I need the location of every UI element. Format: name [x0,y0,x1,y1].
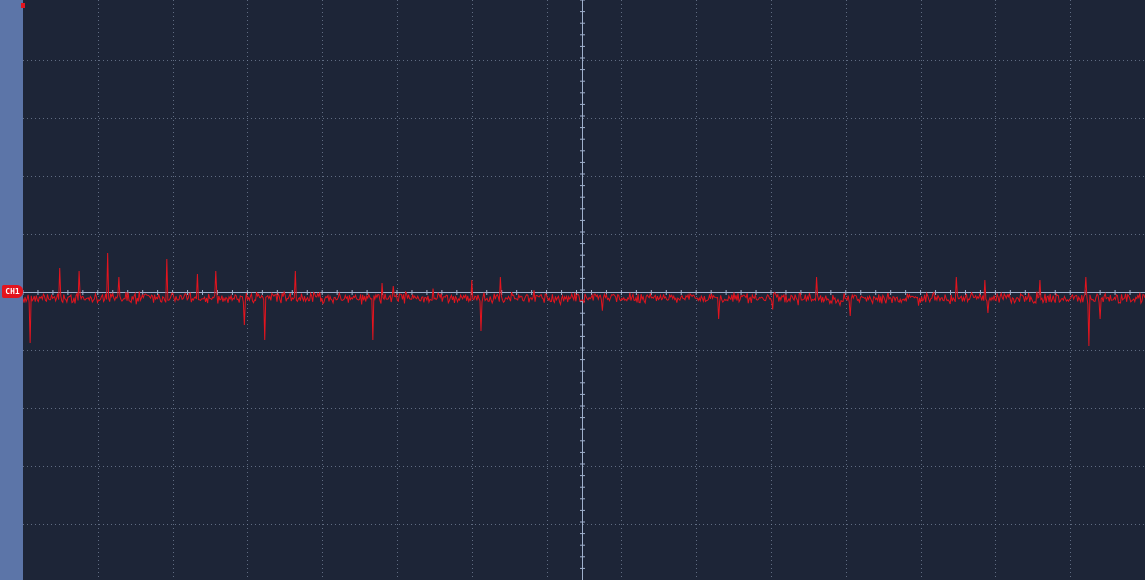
trigger-position-marker[interactable] [21,3,25,8]
channel-1-marker[interactable]: CH1 [2,285,23,298]
scope-display [23,0,1145,580]
waveform-trace [23,252,1145,347]
oscilloscope-screen [23,0,1145,580]
